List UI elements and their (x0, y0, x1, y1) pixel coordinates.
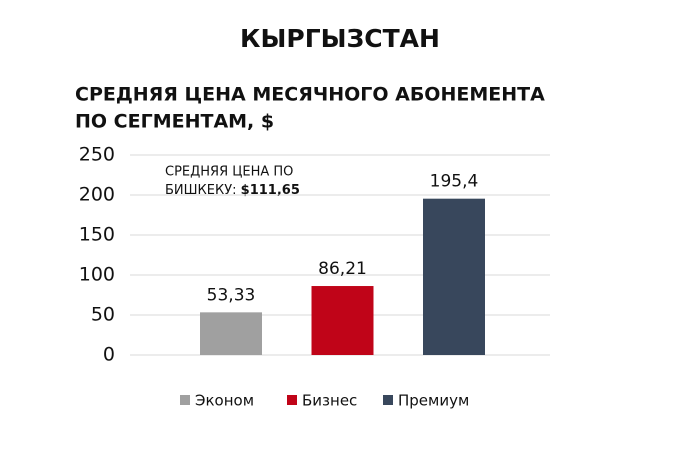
bar (311, 286, 374, 355)
legend-label: Эконом (195, 392, 254, 410)
y-tick-label: 100 (79, 264, 115, 286)
annotation: БИШКЕКУ: $111,65 (165, 183, 300, 198)
y-tick-label: 150 (79, 224, 115, 246)
value-label: 195,4 (430, 172, 479, 192)
y-tick-label: 50 (91, 304, 115, 326)
legend-label: Премиум (398, 392, 469, 410)
y-tick-label: 250 (79, 144, 115, 166)
legend-swatch (287, 395, 297, 405)
annotation-value: $111,65 (241, 183, 300, 198)
annotation: СРЕДНЯЯ ЦЕНА ПО (165, 165, 293, 180)
chart-title: ПО СЕГМЕНТАМ, $ (75, 111, 274, 133)
legend-label: Бизнес (302, 392, 357, 410)
y-tick-label: 0 (103, 344, 115, 366)
annotation-text: БИШКЕКУ: (165, 183, 237, 198)
y-tick-label: 200 (79, 184, 115, 206)
value-label: 86,21 (318, 259, 367, 279)
bar (423, 198, 485, 355)
chart-title: СРЕДНЯЯ ЦЕНА МЕСЯЧНОГО АБОНЕМЕНТА (75, 84, 545, 106)
legend-swatch (383, 395, 393, 405)
heading: КЫРГЫЗСТАН (240, 24, 440, 53)
legend-swatch (180, 395, 190, 405)
bar (200, 312, 262, 355)
value-label: 53,33 (207, 285, 256, 305)
